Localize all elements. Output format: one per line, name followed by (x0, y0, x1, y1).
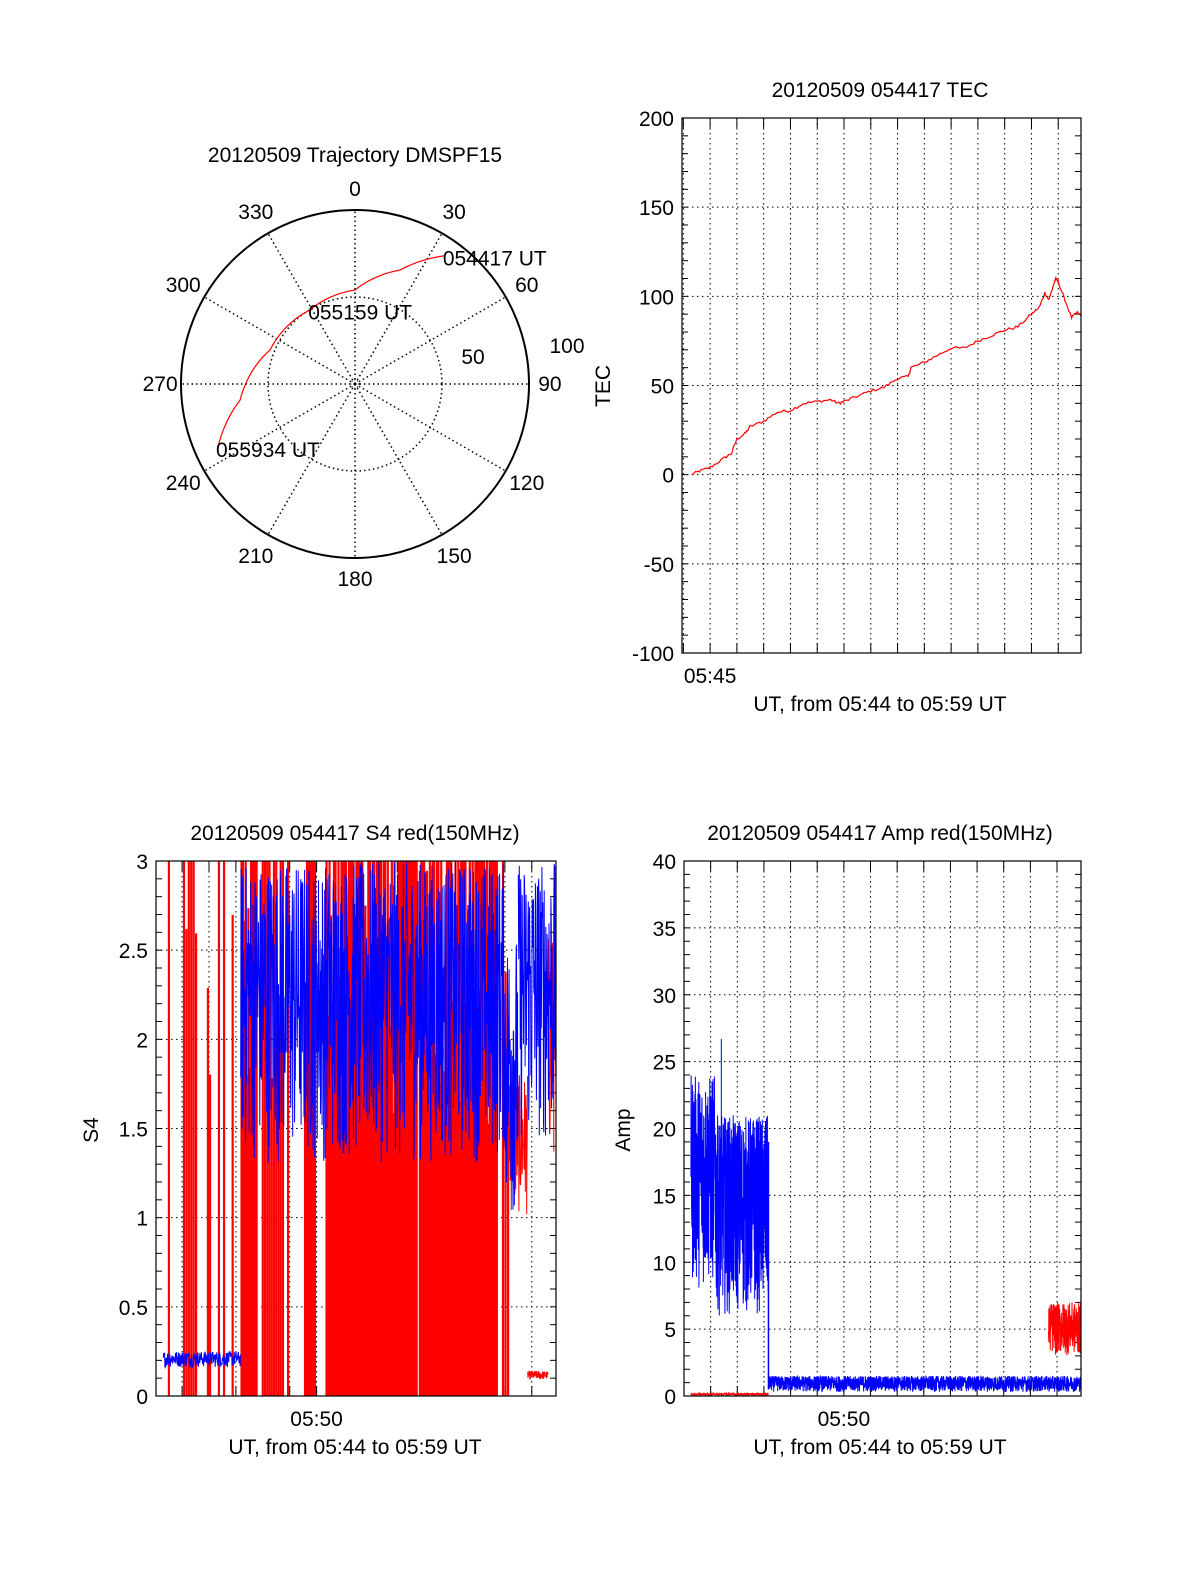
amp-blue-trace (768, 1374, 1081, 1393)
amp-title: 20120509 054417 Amp red(150MHz) (707, 822, 1053, 845)
amp-blue-trace (690, 1075, 717, 1288)
trajectory-polar-plot: 20120509 Trajectory DMSPF15 0 30 60 90 120 15… (143, 144, 585, 591)
s4-ytick-label: 0.5 (119, 1297, 148, 1320)
trajectory-time-label: 055934 UT (216, 439, 320, 462)
polar-ring-50 (267, 296, 443, 472)
s4-blue-trace (504, 944, 519, 1210)
polar-outer-circle (180, 209, 530, 559)
s4-ytick-label: 0 (136, 1386, 148, 1409)
polar-angle-label: 0 (349, 178, 361, 201)
amp-blue-trace (715, 1115, 769, 1316)
trajectory-line (217, 255, 445, 448)
amp-frame (683, 860, 1082, 1397)
trajectory-time-label: 054417 UT (443, 248, 547, 271)
polar-angle-label: 180 (337, 568, 372, 591)
amp-ytick-label: 35 (653, 918, 676, 941)
polar-angle-label: 270 (143, 373, 178, 396)
amp-ytick-label: 10 (653, 1252, 676, 1275)
tec-title: 20120509 054417 TEC (772, 79, 989, 102)
s4-ytick-label: 2.5 (119, 940, 148, 963)
tec-ytick-label: 100 (639, 286, 674, 309)
polar-angle-label: 150 (437, 545, 472, 568)
s4-ytick-label: 1.5 (119, 1119, 148, 1142)
s4-ytick-label: 1 (136, 1208, 148, 1231)
tec-ytick-label: 150 (639, 197, 674, 220)
tec-xtick-label: 05:45 (684, 665, 737, 688)
tec-line (691, 276, 1081, 476)
polar-center (350, 379, 360, 389)
amp-ytick-label: 15 (653, 1185, 676, 1208)
tec-ytick-label: -50 (644, 554, 674, 577)
polar-spoke (203, 296, 356, 385)
tec-ytick-label: 200 (639, 108, 674, 131)
polar-angle-label: 240 (166, 472, 201, 495)
s4-ytick-label: 3 (136, 851, 148, 874)
tec-ytick-label: 0 (662, 465, 674, 488)
polar-spoke (267, 383, 356, 536)
tec-plot: 20120509 054417 TEC TEC UT, from 05:44 t… (592, 79, 1082, 716)
s4-title: 20120509 054417 S4 red(150MHz) (190, 822, 519, 845)
tec-xlabel: UT, from 05:44 to 05:59 UT (753, 693, 1006, 716)
polar-angle-label: 30 (443, 201, 466, 224)
amp-ytick-label: 20 (653, 1119, 676, 1142)
tec-ylabel: TEC (592, 365, 615, 407)
polar-angle-label: 90 (538, 373, 561, 396)
tec-ytick-label: 50 (651, 376, 674, 399)
tec-ytick-label: -100 (632, 643, 674, 666)
polar-angle-label: 330 (238, 201, 273, 224)
polar-radius-label: 50 (461, 346, 484, 369)
s4-xlabel: UT, from 05:44 to 05:59 UT (228, 1436, 481, 1459)
plot-area (690, 1038, 1081, 1396)
s4-frame (155, 860, 557, 1397)
polar-angle-label: 210 (238, 545, 273, 568)
s4-blue-trace (240, 861, 506, 1163)
amp-xtick-label: 05:50 (818, 1408, 871, 1431)
amp-ytick-label: 5 (664, 1319, 676, 1342)
amp-ylabel: Amp (612, 1108, 635, 1151)
amp-ytick-label: 25 (653, 1052, 676, 1075)
tec-frame (681, 117, 1082, 654)
s4-blue-trace (162, 1350, 241, 1369)
s4-ytick-label: 2 (136, 1029, 148, 1052)
polar-angle-label: 120 (509, 472, 544, 495)
trajectory-time-label: 055159 UT (308, 301, 412, 324)
s4-plot: 20120509 054417 S4 red(150MHz) S4 UT, fr… (80, 822, 557, 1459)
polar-radius-label: 100 (549, 335, 584, 358)
polar-title: 20120509 Trajectory DMSPF15 (208, 144, 502, 167)
s4-red-trace (527, 1369, 549, 1380)
amp-ytick-label: 0 (664, 1386, 676, 1409)
amp-ytick-label: 40 (653, 851, 676, 874)
plot-area (691, 276, 1081, 476)
amp-red-trace (690, 1391, 769, 1396)
polar-angle-label: 300 (166, 274, 201, 297)
polar-spoke (203, 383, 356, 472)
plot-area (162, 861, 556, 1396)
s4-xtick-label: 05:50 (290, 1408, 343, 1431)
amp-ytick-label: 30 (653, 985, 676, 1008)
s4-blue-trace (517, 863, 556, 1136)
amp-red-trace (1048, 1302, 1081, 1356)
s4-ylabel: S4 (80, 1117, 103, 1143)
polar-angle-label: 60 (515, 274, 538, 297)
amp-plot: 20120509 054417 Amp red(150MHz) Amp UT, … (612, 822, 1082, 1459)
amp-xlabel: UT, from 05:44 to 05:59 UT (753, 1436, 1006, 1459)
